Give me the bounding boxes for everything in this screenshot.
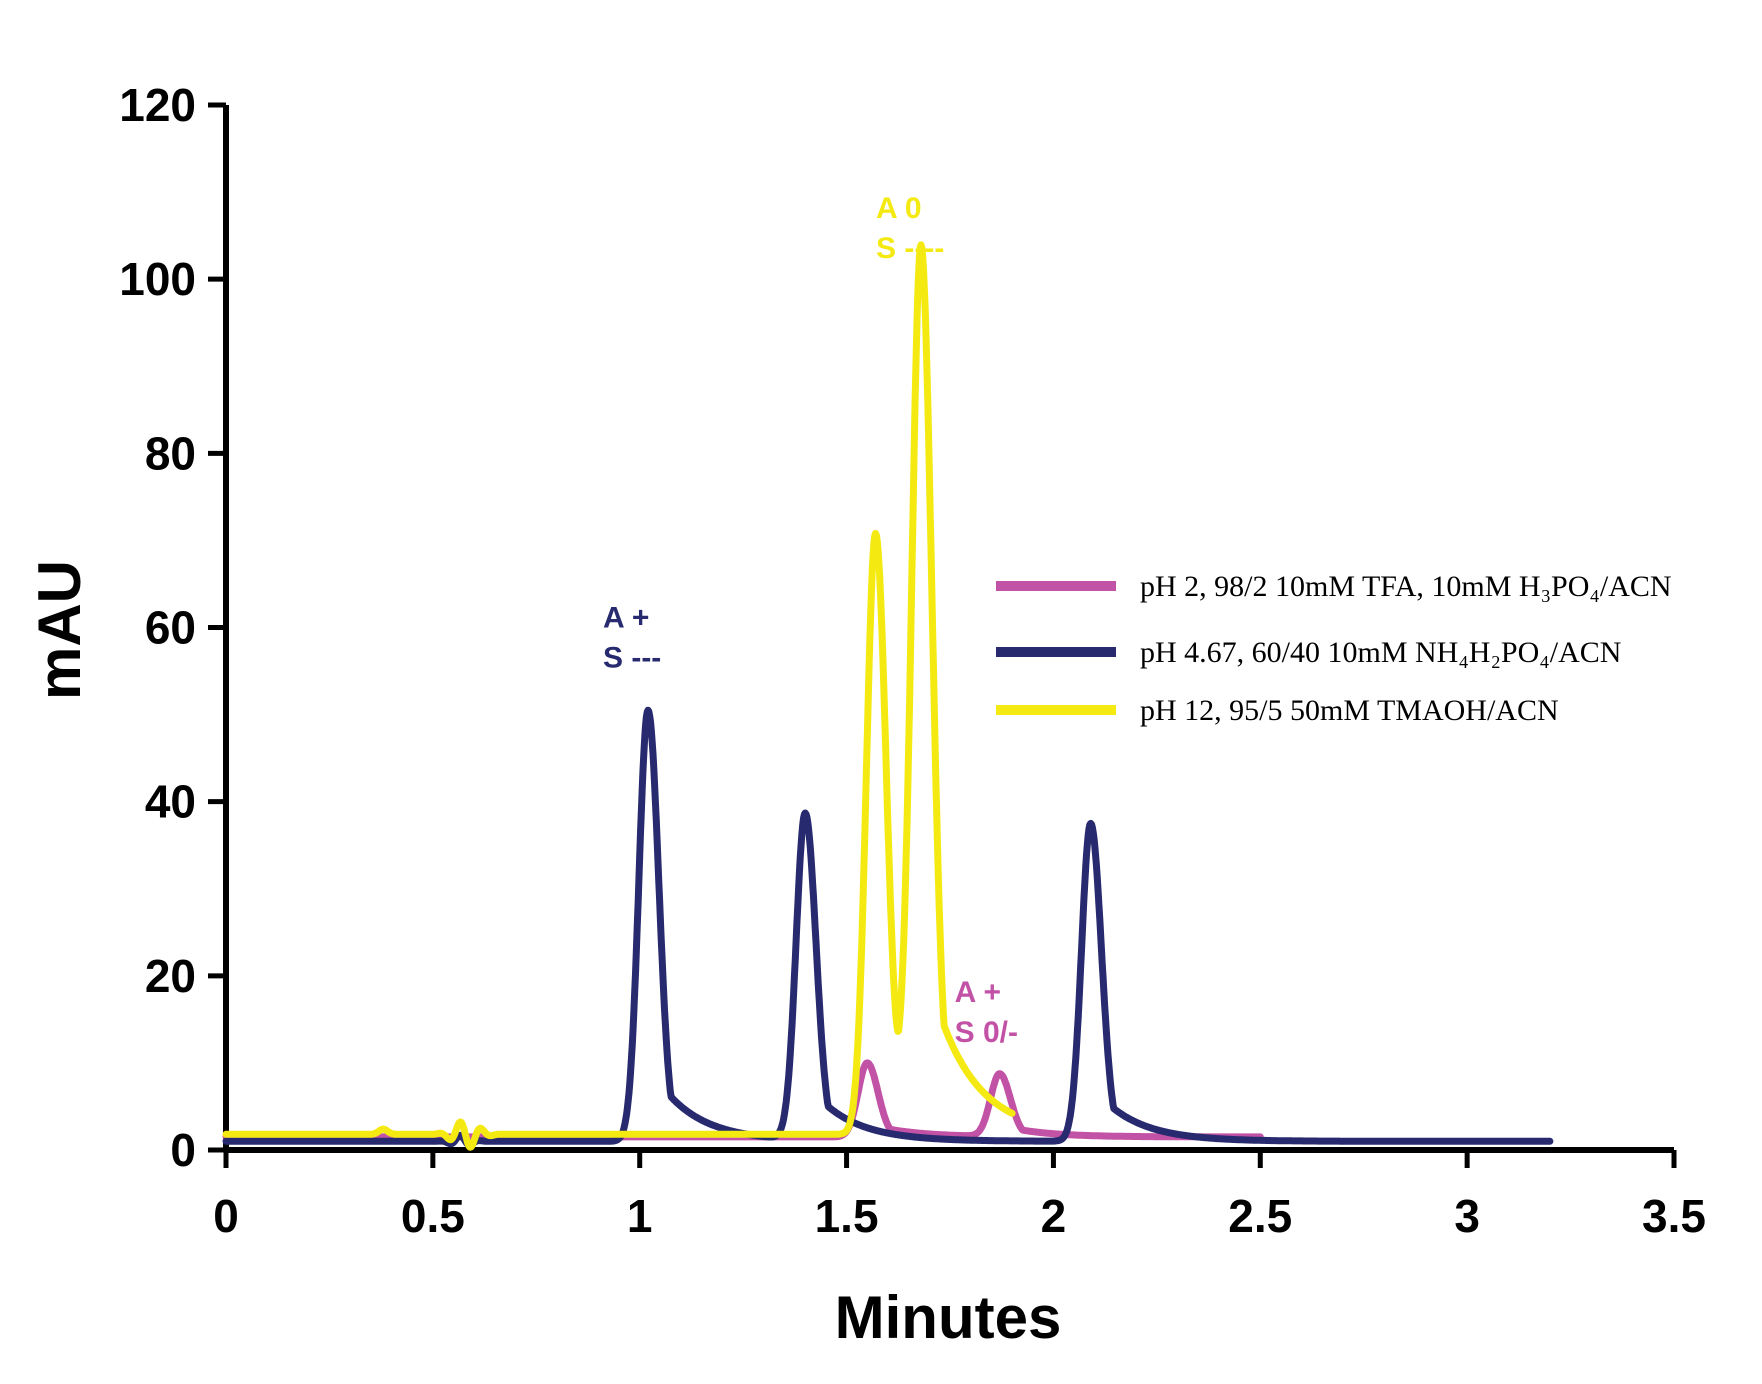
x-tick-label: 2 (1041, 1190, 1067, 1242)
series-line-1 (222, 1059, 1264, 1141)
x-tick-label: 1 (627, 1190, 653, 1242)
peak-annotation: A 0 (876, 192, 922, 225)
peak-annotation: S ---- (876, 232, 944, 265)
peak-annotation: A + (955, 976, 1001, 1009)
x-axis-title: Minutes (835, 1284, 1062, 1351)
y-tick-label: 20 (145, 950, 196, 1002)
series-line-2 (222, 706, 1554, 1149)
x-tick-label: 3 (1454, 1190, 1480, 1242)
y-tick-label: 0 (170, 1124, 196, 1176)
y-axis-title: mAU (26, 560, 93, 700)
x-tick-label: 3.5 (1642, 1190, 1706, 1242)
series-line-3 (222, 241, 1016, 1151)
y-tick-label: 60 (145, 602, 196, 654)
x-tick-label: 2.5 (1228, 1190, 1292, 1242)
y-tick-label: 80 (145, 427, 196, 479)
chart-axes: 0 20 40 60 80 100 120 0 0.5 1 1.5 2 2.5 3 3.5 (119, 79, 1706, 1242)
x-tick-label: 1.5 (815, 1190, 879, 1242)
y-tick-label: 120 (119, 79, 196, 131)
chart-legend: pH 2, 98/2 10mM TFA, 10mM H₃PO₄/ACN pH 4.… (996, 570, 1672, 727)
legend-label: pH 2, 98/2 10mM TFA, 10mM H₃PO₄/ACN (1140, 570, 1672, 603)
peak-annotation: S 0/- (955, 1016, 1018, 1049)
chart-annotations: A + S --- A 0 S ---- A + S 0/- (603, 192, 1018, 1049)
legend-label: pH 12, 95/5 50mM TMAOH/ACN (1140, 694, 1559, 727)
x-tick-label: 0.5 (401, 1190, 465, 1242)
y-tick-label: 100 (119, 253, 196, 305)
x-tick-label: 0 (213, 1190, 239, 1242)
peak-annotation: A + (603, 602, 649, 635)
peak-annotation: S --- (603, 642, 661, 675)
legend-label: pH 4.67, 60/40 10mM NH₄H₂PO₄/ACN (1140, 636, 1621, 669)
y-tick-label: 40 (145, 776, 196, 828)
chart-series-lines (222, 241, 1554, 1151)
